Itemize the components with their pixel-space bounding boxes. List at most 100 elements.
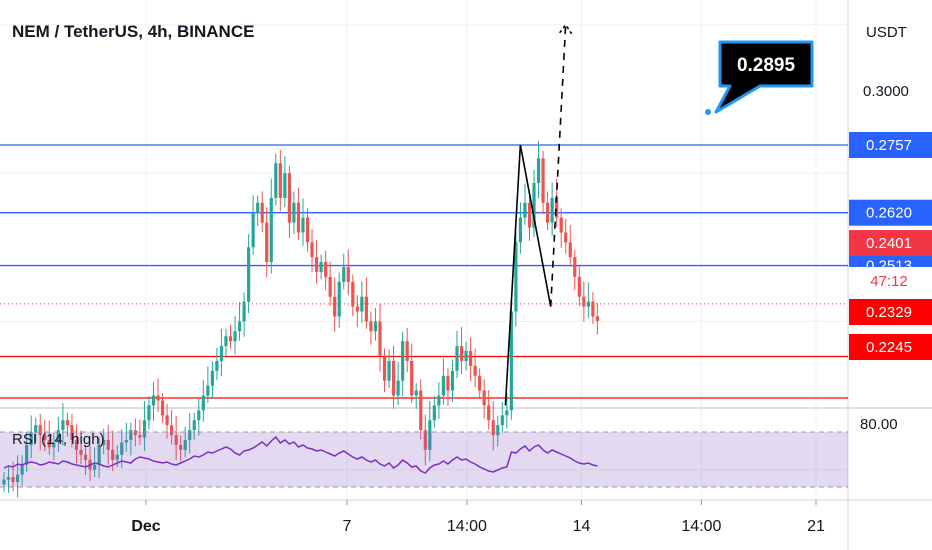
candle-96 (437, 395, 441, 406)
candle-130 (591, 301, 595, 317)
price-tag-0.2329: 0.2329 (866, 304, 912, 321)
candle-91 (414, 390, 418, 396)
rsi-panel (0, 431, 848, 488)
candle-3 (15, 474, 20, 483)
candle-117 (532, 183, 536, 228)
candle-128 (582, 296, 586, 307)
candle-79 (360, 296, 364, 312)
candle-56 (256, 202, 260, 213)
candle-124 (564, 232, 568, 243)
projection-arrow-line (549, 24, 567, 307)
candle-9 (43, 435, 47, 441)
time-axis: Dec 7 14:00 14 14:00 21 (131, 500, 825, 535)
price-tag-0.2620: 0.2620 (866, 205, 912, 222)
candle-100 (455, 346, 459, 371)
candle-5 (25, 444, 29, 465)
candle-116 (527, 202, 532, 228)
candle-76 (346, 267, 350, 282)
candle-8 (38, 425, 42, 436)
price-tag-0.2245-bg (849, 334, 932, 360)
candle-88 (401, 341, 405, 381)
candle-1 (6, 477, 11, 480)
candle-6 (29, 432, 33, 445)
candle-97 (441, 375, 446, 396)
candle-131 (595, 316, 600, 321)
candle-7 (34, 425, 38, 433)
candle-53 (242, 301, 246, 322)
y-tick-0-3000: 0.3000 (863, 83, 909, 100)
pattern-line-0 (504, 144, 522, 406)
price-tag-0.2329-bg (849, 299, 932, 325)
candle-45 (206, 385, 210, 396)
price-tag-0.2757: 0.2757 (866, 137, 912, 154)
candle-24 (111, 449, 115, 460)
candle-12 (56, 430, 60, 443)
pattern-line-1 (519, 144, 552, 307)
target-callout-box (714, 40, 814, 114)
candle-48 (219, 346, 224, 361)
x-tick-label-0: Dec (131, 518, 160, 535)
candle-38 (174, 435, 178, 445)
candle-127 (577, 276, 581, 297)
candle-118 (536, 158, 541, 184)
countdown-tag-bg (849, 267, 932, 295)
candle-64 (292, 202, 296, 223)
candle-121 (550, 197, 554, 223)
candle-40 (183, 440, 187, 450)
candle-105 (478, 375, 482, 391)
candle-109 (496, 425, 500, 436)
candle-78 (355, 306, 359, 312)
candle-75 (342, 267, 346, 282)
candle-65 (296, 202, 301, 233)
candle-84 (382, 355, 387, 381)
candle-42 (192, 420, 196, 431)
candle-77 (351, 281, 355, 307)
rsi-tick-80: 80.00 (860, 416, 898, 433)
candle-111 (505, 410, 509, 416)
candle-122 (555, 197, 559, 218)
candle-50 (228, 336, 233, 342)
price-axis: 0.27570.26200.25130.23290.22450.240147:1… (849, 132, 932, 360)
candle-126 (573, 257, 577, 277)
candle-55 (251, 212, 255, 248)
candle-86 (391, 360, 396, 396)
candle-32 (147, 405, 151, 421)
price-tag-0.2245: 0.2245 (866, 339, 912, 356)
candle-110 (500, 415, 504, 426)
candle-22 (102, 440, 106, 445)
candle-102 (464, 351, 468, 361)
rsi-label: RSI (14, high) (12, 431, 105, 448)
candle-4 (20, 464, 24, 475)
target-anchor-dot (705, 109, 711, 115)
candle-68 (310, 242, 314, 258)
candle-69 (314, 257, 319, 272)
candle-26 (120, 442, 124, 455)
candle-20 (93, 464, 97, 470)
candle-21 (97, 444, 101, 465)
candle-37 (170, 425, 174, 436)
candle-59 (269, 197, 273, 263)
candle-13 (61, 420, 65, 431)
countdown-tag: 47:12 (870, 273, 908, 290)
candle-85 (387, 360, 391, 381)
candle-119 (541, 158, 545, 203)
candle-66 (301, 217, 305, 233)
rsi-line (3, 435, 598, 474)
candle-81 (369, 321, 373, 332)
x-tick-label-5: 21 (807, 518, 825, 535)
candle-115 (523, 202, 527, 218)
candle-58 (265, 222, 269, 263)
candle-90 (410, 360, 414, 396)
horizontal-levels (0, 144, 848, 399)
candle-72 (328, 276, 332, 297)
candle-101 (459, 346, 464, 361)
candle-33 (151, 395, 156, 406)
candle-46 (210, 370, 214, 386)
candle-104 (473, 365, 477, 376)
candle-35 (160, 400, 165, 416)
candle-34 (156, 395, 160, 401)
candle-99 (450, 370, 455, 391)
candle-16 (74, 440, 79, 450)
candle-10 (47, 440, 51, 448)
